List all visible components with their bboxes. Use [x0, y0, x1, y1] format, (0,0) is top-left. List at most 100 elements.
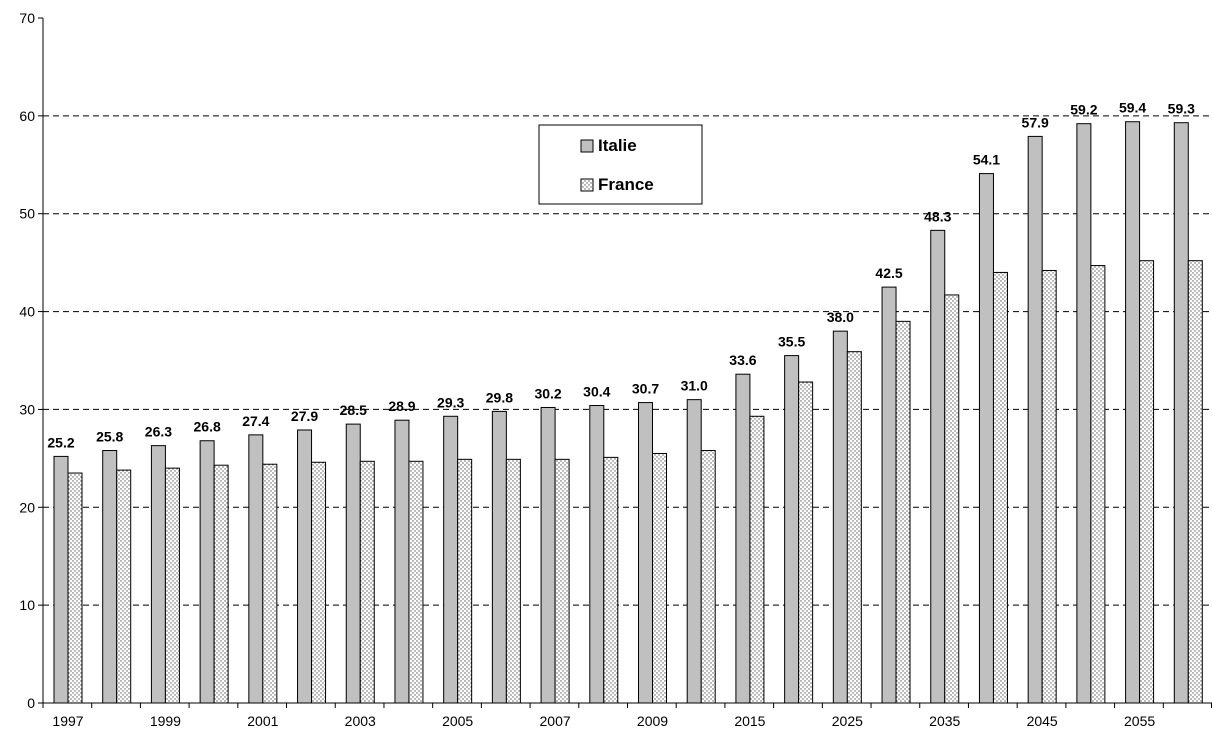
- bar-france: [1090, 265, 1106, 704]
- data-label-italie: 31.0: [681, 378, 708, 394]
- y-tick-label: 40: [19, 304, 35, 320]
- legend-swatch-italie: [580, 139, 594, 153]
- bar-france: [944, 294, 960, 704]
- bar-italie: [540, 406, 556, 704]
- bar-italie: [491, 410, 507, 704]
- data-label-italie: 30.7: [632, 381, 659, 397]
- x-tick-label: 2025: [832, 713, 863, 729]
- data-label-italie: 25.2: [47, 434, 74, 450]
- bar-italie: [1173, 122, 1189, 704]
- y-tick-label: 60: [19, 108, 35, 124]
- x-tick-label: 2015: [734, 713, 765, 729]
- bar-italie: [686, 399, 702, 704]
- bar-italie: [930, 229, 946, 704]
- legend-swatch-france: [580, 178, 594, 192]
- data-label-italie: 59.4: [1119, 100, 1146, 116]
- bar-italie: [589, 405, 605, 704]
- data-label-italie: 59.3: [1168, 101, 1195, 117]
- bar-france: [505, 458, 521, 704]
- data-label-italie: 26.8: [194, 419, 221, 435]
- bar-italie: [832, 330, 848, 704]
- bar-italie: [150, 445, 166, 704]
- legend-label-italie: Italie: [598, 136, 637, 155]
- y-tick-label: 70: [19, 10, 35, 26]
- legend-item-italie: Italie: [580, 136, 637, 155]
- bar-france: [116, 469, 132, 704]
- bar-italie: [53, 455, 69, 704]
- bar-italie: [1027, 135, 1043, 704]
- bar-italie: [978, 173, 994, 704]
- y-tick-label: 0: [27, 695, 35, 711]
- y-tick-label: 10: [19, 597, 35, 613]
- y-tick-label: 50: [19, 206, 35, 222]
- bar-france: [603, 456, 619, 704]
- bar-france: [67, 472, 83, 704]
- bar-italie: [297, 429, 313, 704]
- bar-france: [311, 461, 327, 704]
- bar-italie: [345, 423, 361, 704]
- bar-italie: [443, 415, 459, 704]
- bars: [53, 121, 1203, 704]
- bar-france: [749, 415, 765, 704]
- bar-france: [1041, 269, 1057, 704]
- bar-france: [798, 381, 814, 704]
- data-label-italie: 57.9: [1022, 114, 1049, 130]
- bar-france: [992, 271, 1008, 704]
- bar-france: [1139, 260, 1155, 704]
- y-tick-label: 20: [19, 499, 35, 515]
- data-label-italie: 38.0: [827, 309, 854, 325]
- data-label-italie: 26.3: [145, 424, 172, 440]
- x-tick-label: 2009: [637, 713, 668, 729]
- data-labels: 25.2 25.8 26.3 26.8 27.4 27.9 28.5 28.9 29.3 29.8…: [47, 100, 1195, 451]
- axes: 0 10 20 30 40 50 60 70 1997 1999 2001 2003 2005 2007 2…: [19, 10, 1212, 729]
- y-tick-label: 30: [19, 401, 35, 417]
- bar-italie: [735, 373, 751, 704]
- bar-france: [700, 450, 716, 704]
- bar-italie: [638, 402, 653, 704]
- data-label-italie: 48.3: [924, 208, 951, 224]
- legend: Italie France: [538, 124, 703, 205]
- x-tick-label: 2007: [540, 713, 571, 729]
- bar-italie: [1125, 121, 1141, 704]
- legend-item-france: France: [580, 175, 654, 194]
- x-tick-label: 1999: [150, 713, 181, 729]
- x-tick-label: 2055: [1124, 713, 1155, 729]
- legend-label-france: France: [598, 175, 654, 194]
- bar-italie: [1076, 123, 1092, 704]
- data-label-italie: 27.4: [242, 413, 269, 429]
- bar-france: [846, 351, 862, 704]
- data-label-italie: 27.9: [291, 408, 318, 424]
- bar-france: [1187, 260, 1203, 704]
- data-label-italie: 25.8: [96, 429, 123, 445]
- bar-italie: [248, 434, 264, 704]
- data-label-italie: 35.5: [778, 334, 805, 350]
- gridlines: [43, 115, 1212, 606]
- bar-france: [554, 458, 570, 704]
- bar-france: [213, 464, 229, 704]
- x-tick-label: 2045: [1027, 713, 1058, 729]
- data-label-italie: 28.9: [388, 398, 415, 414]
- x-tick-label: 2005: [442, 713, 473, 729]
- bar-italie: [199, 440, 215, 704]
- x-tick-label: 2035: [929, 713, 960, 729]
- data-label-italie: 29.3: [437, 394, 464, 410]
- bar-france: [164, 467, 180, 704]
- bar-france: [359, 460, 375, 704]
- bar-italie: [784, 355, 800, 704]
- data-label-italie: 30.4: [583, 384, 610, 400]
- data-label-italie: 28.5: [340, 402, 367, 418]
- bar-france: [895, 320, 911, 704]
- x-tick-label: 2003: [345, 713, 376, 729]
- bar-france: [457, 458, 473, 704]
- bar-france: [262, 463, 278, 704]
- bar-italie: [881, 286, 897, 704]
- bar-italie: [102, 450, 118, 704]
- data-label-italie: 54.1: [973, 152, 1000, 168]
- legend-box: [538, 124, 703, 205]
- data-label-italie: 30.2: [534, 385, 561, 401]
- x-tick-label: 2001: [247, 713, 278, 729]
- data-label-italie: 42.5: [875, 265, 902, 281]
- data-label-italie: 59.2: [1070, 102, 1097, 118]
